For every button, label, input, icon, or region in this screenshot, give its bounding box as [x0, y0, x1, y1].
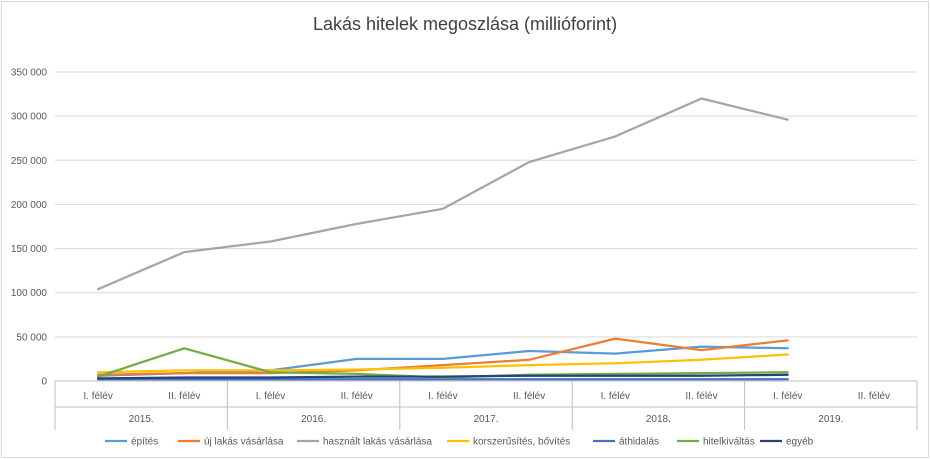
x-axis: I. félév II. félév I. félév II. félév I. fél…	[54, 380, 918, 430]
x-tick-label: I. félév	[428, 391, 457, 402]
x-tick-label: II. félév	[685, 391, 717, 402]
y-tick-label: 100 000	[11, 288, 48, 299]
x-tick-label: II. félév	[168, 391, 200, 402]
series-line-korszerusites-bovites	[96, 353, 789, 374]
x-tick-label: I. félév	[83, 391, 112, 402]
legend-label: építés	[131, 437, 158, 448]
legend-label: használt lakás vásárlása	[323, 437, 432, 448]
gridlines	[55, 71, 917, 338]
y-tick-label: 150 000	[11, 244, 48, 255]
x-tick-label: I. félév	[773, 391, 802, 402]
x-tick-label: II. félév	[858, 391, 890, 402]
y-tick-label: 50 000	[16, 332, 47, 343]
legend-label: új lakás vásárlása	[204, 437, 284, 448]
y-axis: 0 50 000 100 000 150 000 200 000 250 000 300 0…	[11, 68, 48, 388]
y-tick-label: 250 000	[11, 156, 48, 167]
x-tick-label: I. félév	[256, 391, 285, 402]
x-group-label: 2017.	[473, 414, 498, 425]
legend-label: egyéb	[786, 437, 814, 448]
chart-title: Lakás hitelek megoszlása (millióforint)	[313, 14, 617, 34]
legend: építés új lakás vásárlása használt lakás v…	[105, 437, 814, 448]
y-tick-label: 0	[41, 377, 47, 388]
series-line-uj-lakas-vasarlasa	[96, 337, 789, 376]
x-group-label: 2015.	[129, 414, 154, 425]
y-tick-label: 350 000	[11, 68, 48, 79]
x-tick-label: II. félév	[341, 391, 373, 402]
x-group-label: 2016.	[301, 414, 326, 425]
legend-label: áthidalás	[619, 437, 659, 448]
series-line-hasznalt-lakas-vasarlasa	[96, 97, 789, 291]
series-lines	[96, 97, 789, 381]
x-group-label: 2018.	[646, 414, 671, 425]
y-tick-label: 300 000	[11, 112, 48, 123]
x-group-label: 2019.	[818, 414, 843, 425]
x-tick-label: I. félév	[601, 391, 630, 402]
x-tick-label: II. félév	[513, 391, 545, 402]
y-tick-label: 200 000	[11, 200, 48, 211]
legend-label: korszerűsítés, bővítés	[473, 437, 570, 448]
series-line-egyeb	[96, 373, 789, 380]
legend-label: hitelkiváltás	[703, 437, 755, 448]
